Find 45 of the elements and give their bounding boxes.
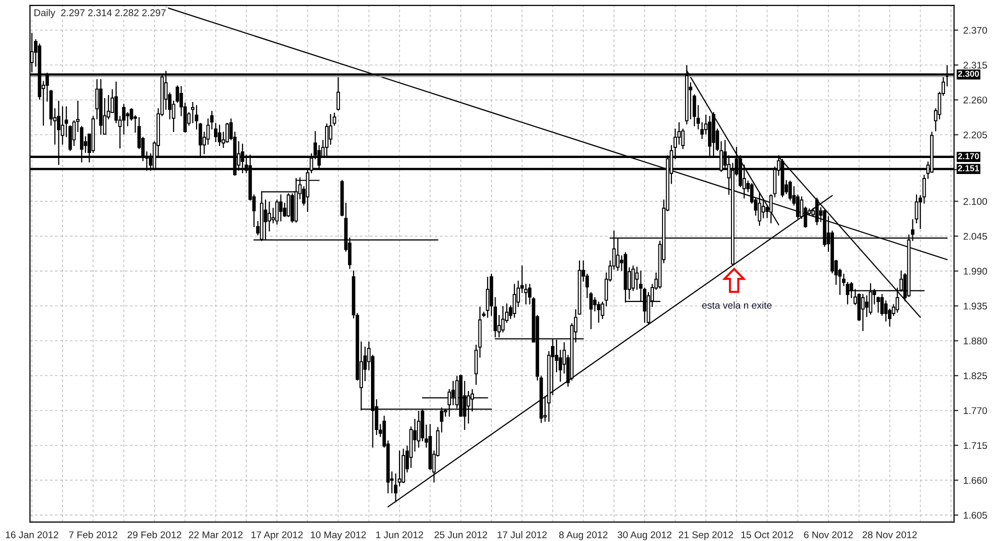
x-tick-label: 8 Aug 2012 bbox=[559, 531, 608, 540]
candlestick bbox=[268, 201, 272, 232]
y-tick-label: 2.370 bbox=[964, 26, 988, 34]
x-tick-label: 16 Jan 2012 bbox=[6, 531, 58, 538]
candlestick bbox=[861, 294, 865, 332]
x-tick-label: 22 Mar 2012 bbox=[188, 531, 243, 538]
y-tick-label: 1.990 bbox=[964, 268, 988, 275]
candlestick bbox=[512, 284, 516, 318]
candlestick bbox=[60, 106, 64, 145]
x-tick-label: 17 Jul 2012 bbox=[498, 531, 547, 538]
x-tick-label: 25 Jun 2012 bbox=[434, 531, 488, 538]
candlestick bbox=[72, 120, 76, 146]
x-tick-label: 7 Feb 2012 bbox=[69, 531, 118, 538]
candlestick bbox=[486, 276, 490, 318]
ref-line-label: 2.151 bbox=[958, 165, 980, 172]
x-tick-label: 29 Feb 2012 bbox=[128, 531, 182, 538]
y-tick-label: 1.935 bbox=[964, 302, 987, 310]
ref-line-label: 2.300 bbox=[958, 70, 979, 77]
x-tick-label: 28 Nov 2012 bbox=[862, 531, 917, 538]
candlestick bbox=[600, 302, 604, 320]
y-tick-label: 2.100 bbox=[964, 198, 988, 205]
x-tick-label: 15 Oct 2012 bbox=[741, 531, 794, 538]
y-tick-label: 1.880 bbox=[964, 337, 988, 344]
candlestick bbox=[279, 194, 283, 222]
y-tick-label: 1.660 bbox=[964, 476, 988, 484]
y-tick-label: 1.770 bbox=[964, 407, 988, 414]
y-tick-label: 2.205 bbox=[964, 131, 987, 138]
x-tick-label: 17 Apr 2012 bbox=[252, 531, 303, 540]
candlestick bbox=[762, 200, 766, 218]
y-tick-label: 1.605 bbox=[964, 512, 987, 519]
candlestick bbox=[865, 295, 868, 318]
y-tick-label: 2.260 bbox=[964, 96, 988, 104]
y-tick-label: 1.715 bbox=[964, 442, 987, 449]
annotation: esta vela n exite bbox=[702, 302, 772, 309]
x-tick-label: 6 Nov 2012 bbox=[804, 531, 853, 538]
chart-title: Daily 2.297 2.314 2.282 2.297 bbox=[34, 9, 166, 18]
x-tick-label: 30 Aug 2012 bbox=[618, 531, 672, 540]
x-tick-label: 10 May 2012 bbox=[310, 531, 366, 540]
x-tick-label: 1 Jun 2012 bbox=[376, 531, 424, 538]
ref-line-label: 2.170 bbox=[958, 153, 979, 160]
y-tick-label: 1.825 bbox=[964, 372, 987, 380]
y-tick-label: 2.315 bbox=[964, 62, 987, 69]
x-tick-label: 21 Sep 2012 bbox=[678, 531, 733, 540]
y-tick-label: 2.045 bbox=[964, 232, 987, 240]
candlestick bbox=[815, 198, 819, 226]
